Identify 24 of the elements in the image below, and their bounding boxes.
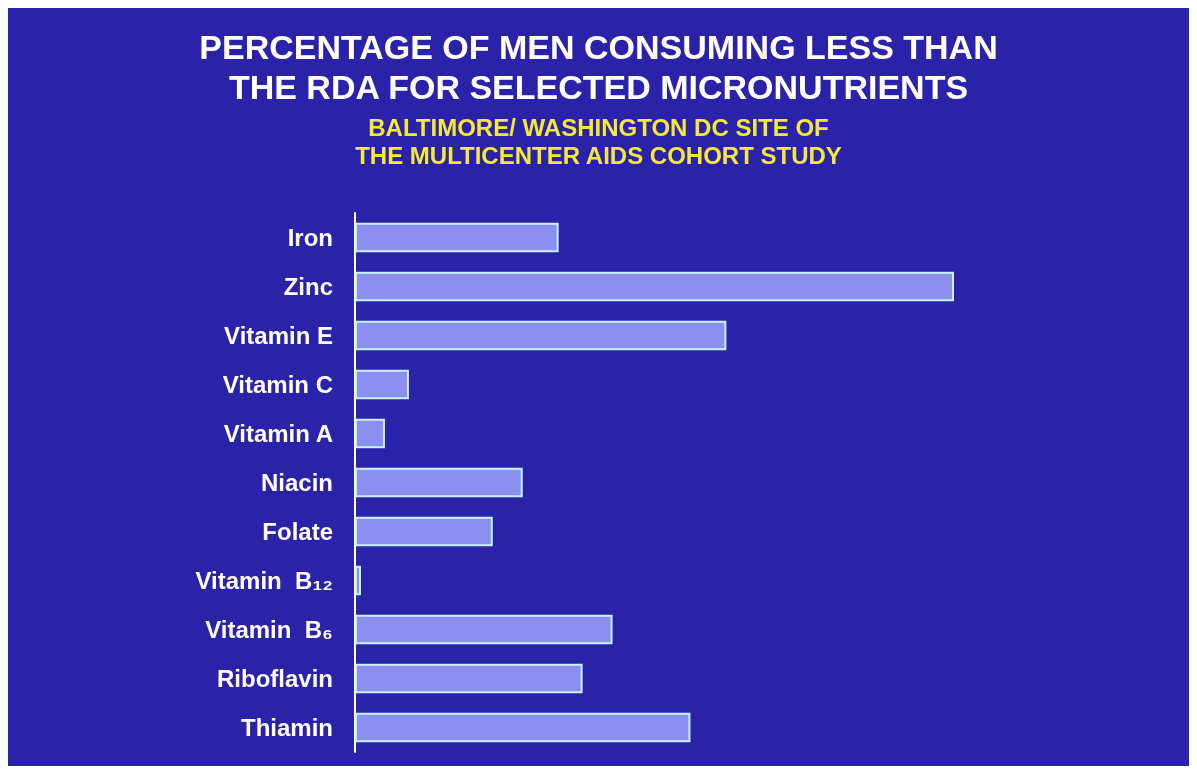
y-tick-label: Vitamin B₁₂ <box>195 567 333 594</box>
bar <box>355 516 493 547</box>
y-tick-label: Vitamin E <box>224 322 333 349</box>
bar <box>355 712 691 743</box>
bar <box>355 271 954 302</box>
y-tick-label: Zinc <box>283 273 333 300</box>
chart-subtitle: BALTIMORE/ WASHINGTON DC SITE OF THE MULTICENTER AIDS COHORT STUDY <box>355 113 842 169</box>
bar <box>355 222 559 253</box>
y-tick-label: Iron <box>287 224 333 251</box>
bar <box>355 663 583 694</box>
y-tick-label: Thiamin <box>240 714 333 741</box>
bar <box>355 565 361 596</box>
y-tick-label: Vitamin B₆ <box>205 616 333 643</box>
bar <box>355 418 385 449</box>
bar <box>355 467 523 498</box>
bar <box>355 369 409 400</box>
y-tick-label: Vitamin C <box>222 371 333 398</box>
bar <box>355 614 613 645</box>
y-tick-label: Vitamin A <box>223 420 333 447</box>
y-tick-label: Niacin <box>260 469 333 496</box>
y-tick-label: Riboflavin <box>216 665 333 692</box>
bar <box>355 320 727 351</box>
y-tick-label: Folate <box>262 518 333 545</box>
chart-title: PERCENTAGE OF MEN CONSUMING LESS THAN THE RDA FOR SELECTED MICRONUTRIENTS <box>199 28 998 106</box>
